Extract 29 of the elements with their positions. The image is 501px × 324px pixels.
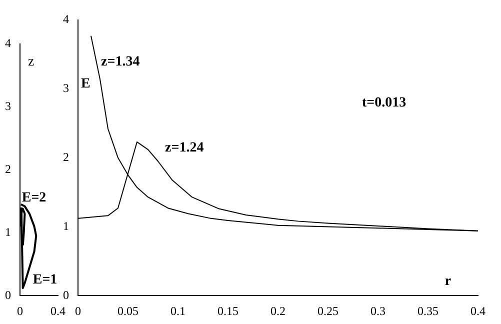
series-label: z=1.24 — [165, 140, 204, 156]
y-tick-label: 0 — [63, 288, 69, 302]
x-tick-label: 0.4 — [50, 304, 66, 318]
series-label: E=1 — [32, 272, 58, 288]
y-tick-label: 4 — [5, 36, 11, 50]
y-tick-label: 2 — [63, 150, 69, 164]
y-tick-label: 1 — [63, 218, 69, 233]
x-tick-label: 0.1 — [170, 304, 186, 318]
x-tick-label: 0.05 — [118, 304, 138, 318]
y-tick-label: 1 — [5, 224, 11, 239]
y-axis-title: E — [81, 76, 90, 92]
y-axis-title: z — [28, 54, 34, 70]
x-tick-label: 0.25 — [318, 304, 338, 318]
x-tick-label: 0.3 — [370, 304, 386, 318]
y-tick-label: 0 — [5, 288, 11, 302]
series-label: E=2 — [22, 190, 46, 206]
series-label: z=1.34 — [101, 54, 140, 70]
y-tick-label: 2 — [5, 162, 11, 176]
y-tick-label: 3 — [63, 81, 69, 96]
x-tick-label: 0 — [75, 304, 81, 318]
y-tick-label: 4 — [63, 12, 69, 26]
x-tick-label: 0.35 — [418, 304, 438, 318]
x-tick-label: 0.4 — [470, 304, 486, 318]
y-tick-label: 3 — [5, 99, 11, 114]
x-tick-label: 0 — [17, 304, 23, 318]
x-tick-label: 0.15 — [218, 304, 238, 318]
x-tick-label: 0.2 — [270, 304, 286, 318]
x-axis-title: r — [444, 274, 452, 290]
annotation: t=0.013 — [362, 95, 406, 110]
